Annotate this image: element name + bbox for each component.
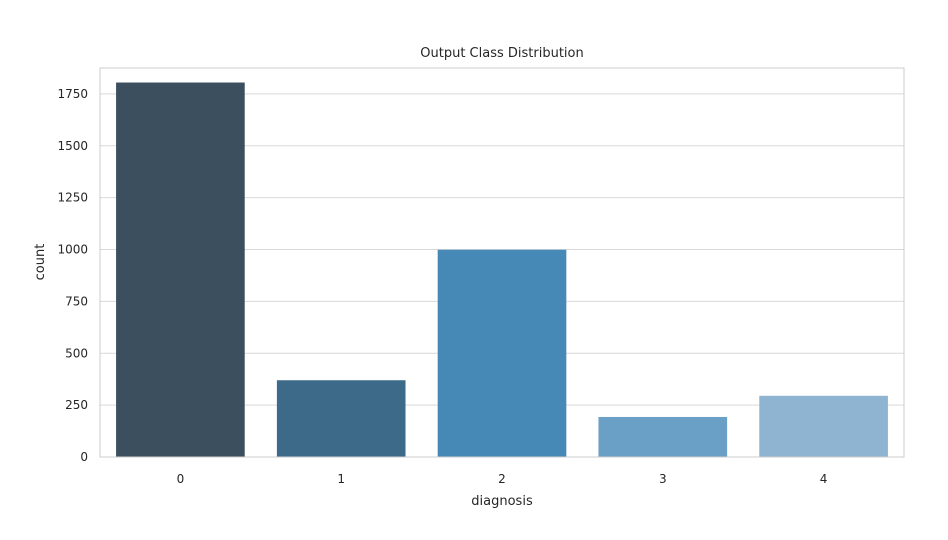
bar-1 (276, 380, 406, 457)
x-tick-label: 2 (498, 472, 506, 486)
y-tick-label: 1500 (57, 139, 88, 153)
bar-2 (437, 249, 567, 457)
plot-frame (99, 67, 905, 458)
y-axis-ticks: 0 250 500 750 1000 1250 1500 1750 (57, 87, 88, 464)
bars (116, 82, 888, 457)
x-tick-label: 3 (659, 472, 667, 486)
y-tick-label: 250 (65, 398, 88, 412)
bar-3 (598, 416, 728, 457)
y-tick-label: 0 (80, 450, 88, 464)
y-tick-label: 1750 (57, 87, 88, 101)
chart-title: Output Class Distribution (420, 46, 583, 61)
x-tick-label: 1 (337, 472, 345, 486)
y-tick-label: 1000 (57, 243, 88, 257)
x-tick-label: 0 (177, 472, 185, 486)
y-axis-label: count (33, 244, 48, 281)
y-tick-label: 500 (65, 346, 88, 360)
y-tick-label: 1250 (57, 191, 88, 205)
x-axis-label: diagnosis (471, 494, 533, 509)
bar-4 (759, 395, 888, 457)
y-tick-label: 750 (65, 294, 88, 308)
bar-0 (116, 82, 245, 457)
x-axis-ticks: 0 1 2 3 4 (177, 472, 828, 486)
x-tick-label: 4 (820, 472, 828, 486)
